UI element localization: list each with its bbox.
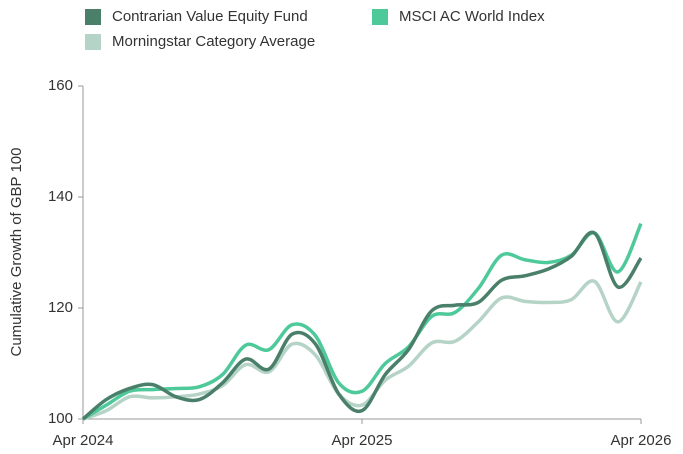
series-line [81, 230, 643, 421]
y-tick-label: 140 [48, 188, 73, 205]
x-tick-label: Apr 2024 [53, 432, 114, 449]
legend-label: MSCI AC World Index [399, 8, 545, 25]
x-tick-label: Apr 2026 [611, 432, 672, 449]
y-axis-label: Cumulative Growth of GBP 100 [8, 148, 25, 357]
legend-swatch [85, 9, 101, 25]
y-tick-label: 160 [48, 77, 73, 94]
legend-label: Contrarian Value Equity Fund [112, 8, 308, 25]
series-line [82, 222, 643, 421]
y-tick-label: 100 [48, 410, 73, 427]
legend-swatch [85, 34, 101, 50]
series-line [82, 279, 643, 421]
legend-swatch [372, 9, 388, 25]
x-tick-label: Apr 2025 [332, 432, 393, 449]
y-tick-label: 120 [48, 299, 73, 316]
legend-label: Morningstar Category Average [112, 33, 315, 50]
